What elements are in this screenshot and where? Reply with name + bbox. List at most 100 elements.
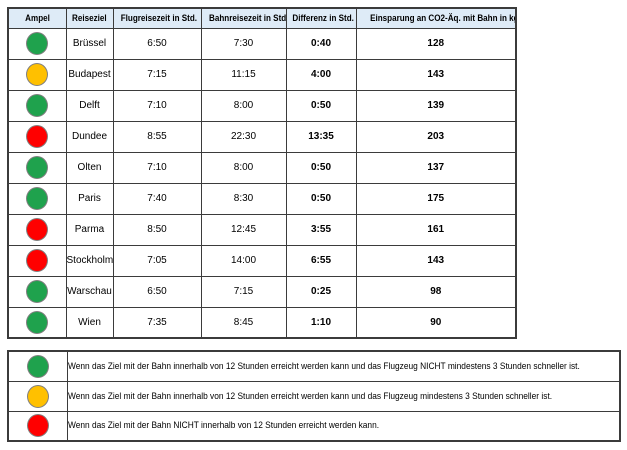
legend-body: Wenn das Ziel mit der Bahn innerhalb von…	[7, 350, 621, 442]
train-time-cell: 7:15	[200, 275, 287, 308]
ampel-cell	[7, 306, 67, 339]
ampel-cell	[7, 213, 67, 246]
destination-cell: Dundee	[65, 120, 114, 153]
train-time-cell: 14:00	[200, 244, 287, 277]
destination-cell: Olten	[65, 151, 114, 184]
co2-savings-cell: 143	[355, 244, 517, 277]
legend-text: Wenn das Ziel mit der Bahn innerhalb von…	[67, 360, 580, 372]
table-row: Parma 8:50 12:45 3:55 161	[7, 213, 517, 246]
header-differenz: Differenz in Std.	[285, 7, 357, 29]
header-einsparung-label: Einsparung an CO2-Äq. mit Bahn in kg	[369, 12, 516, 24]
difference-cell: 1:10	[285, 306, 357, 339]
header-ampel-label: Ampel	[24, 12, 50, 24]
ampel-cell	[7, 89, 67, 122]
difference-cell: 4:00	[285, 58, 357, 91]
legend-row: Wenn das Ziel mit der Bahn innerhalb von…	[7, 380, 621, 412]
destination-cell: Paris	[65, 182, 114, 215]
traffic-light-icon	[26, 310, 49, 334]
table-row: Dundee 8:55 22:30 13:35 203	[7, 120, 517, 153]
destination-cell: Brüssel	[65, 27, 114, 60]
destination-cell: Delft	[65, 89, 114, 122]
table-row: Paris 7:40 8:30 0:50 175	[7, 182, 517, 215]
flight-time-cell: 8:55	[112, 120, 202, 153]
difference-cell: 0:50	[285, 182, 357, 215]
flight-time-cell: 7:40	[112, 182, 202, 215]
ampel-cell	[7, 58, 67, 91]
legend-text-cell: Wenn das Ziel mit der Bahn innerhalb von…	[66, 380, 621, 412]
header-einsparung: Einsparung an CO2-Äq. mit Bahn in kg	[355, 7, 517, 29]
flight-time-cell: 8:50	[112, 213, 202, 246]
traffic-light-icon	[26, 156, 49, 179]
traffic-light-icon	[26, 414, 49, 438]
flight-time-cell: 6:50	[112, 275, 202, 308]
ampel-cell	[7, 27, 67, 60]
ampel-cell	[7, 244, 67, 277]
legend-row: Wenn das Ziel mit der Bahn NICHT innerha…	[7, 410, 621, 442]
ampel-cell	[7, 182, 67, 215]
destination-cell: Budapest	[65, 58, 114, 91]
header-flugreisezeit: Flugreisezeit in Std.	[112, 7, 202, 29]
legend-text: Wenn das Ziel mit der Bahn innerhalb von…	[67, 390, 552, 402]
flight-time-cell: 7:15	[112, 58, 202, 91]
header-flugreisezeit-label: Flugreisezeit in Std.	[120, 12, 197, 24]
traffic-light-icon	[26, 187, 49, 210]
traffic-light-icon	[26, 249, 49, 272]
traffic-light-icon	[26, 354, 49, 378]
legend-text-cell: Wenn das Ziel mit der Bahn innerhalb von…	[66, 350, 621, 382]
train-time-cell: 12:45	[200, 213, 287, 246]
traffic-light-icon	[26, 32, 49, 55]
difference-cell: 13:35	[285, 120, 357, 153]
destination-cell: Parma	[65, 213, 114, 246]
traffic-light-icon	[26, 94, 49, 117]
co2-savings-cell: 161	[355, 213, 517, 246]
ampel-cell	[7, 275, 67, 308]
ampel-cell	[7, 151, 67, 184]
difference-cell: 0:50	[285, 151, 357, 184]
table-body: Brüssel 6:50 7:30 0:40 128 Budapest 7:15…	[7, 27, 517, 339]
train-time-cell: 11:15	[200, 58, 287, 91]
header-differenz-label: Differenz in Std.	[291, 12, 354, 24]
travel-comparison-table: Ampel Reiseziel Flugreisezeit in Std. Ba…	[7, 7, 517, 339]
train-time-cell: 8:30	[200, 182, 287, 215]
flight-time-cell: 7:35	[112, 306, 202, 339]
table-row: Brüssel 6:50 7:30 0:40 128	[7, 27, 517, 60]
header-reiseziel-label: Reiseziel	[72, 12, 107, 24]
legend-ampel-cell	[7, 410, 68, 442]
co2-savings-cell: 143	[355, 58, 517, 91]
co2-savings-cell: 98	[355, 275, 517, 308]
traffic-light-icon	[26, 384, 49, 408]
table-row: Stockholm 7:05 14:00 6:55 143	[7, 244, 517, 277]
co2-savings-cell: 175	[355, 182, 517, 215]
header-ampel: Ampel	[7, 7, 67, 29]
co2-savings-cell: 137	[355, 151, 517, 184]
flight-time-cell: 7:05	[112, 244, 202, 277]
difference-cell: 0:25	[285, 275, 357, 308]
header-bahnreisezeit: Bahnreisezeit in Std.	[200, 7, 287, 29]
table-row: Wien 7:35 8:45 1:10 90	[7, 306, 517, 339]
header-row: Ampel Reiseziel Flugreisezeit in Std. Ba…	[7, 7, 517, 29]
legend-ampel-cell	[7, 350, 68, 382]
table-row: Olten 7:10 8:00 0:50 137	[7, 151, 517, 184]
co2-savings-cell: 139	[355, 89, 517, 122]
flight-time-cell: 6:50	[112, 27, 202, 60]
difference-cell: 0:40	[285, 27, 357, 60]
destination-cell: Warschau	[65, 275, 114, 308]
co2-savings-cell: 128	[355, 27, 517, 60]
train-time-cell: 22:30	[200, 120, 287, 153]
flight-time-cell: 7:10	[112, 89, 202, 122]
legend-text-cell: Wenn das Ziel mit der Bahn NICHT innerha…	[66, 410, 621, 442]
ampel-cell	[7, 120, 67, 153]
train-time-cell: 7:30	[200, 27, 287, 60]
legend-table: Wenn das Ziel mit der Bahn innerhalb von…	[7, 350, 621, 442]
flight-time-cell: 7:10	[112, 151, 202, 184]
header-reiseziel: Reiseziel	[65, 7, 114, 29]
traffic-light-icon	[26, 125, 49, 148]
traffic-light-icon	[26, 63, 49, 86]
co2-savings-cell: 203	[355, 120, 517, 153]
co2-savings-cell: 90	[355, 306, 517, 339]
header-bahnreisezeit-label: Bahnreisezeit in Std.	[208, 12, 286, 24]
table-row: Warschau 6:50 7:15 0:25 98	[7, 275, 517, 308]
destination-cell: Stockholm	[65, 244, 114, 277]
table-row: Delft 7:10 8:00 0:50 139	[7, 89, 517, 122]
